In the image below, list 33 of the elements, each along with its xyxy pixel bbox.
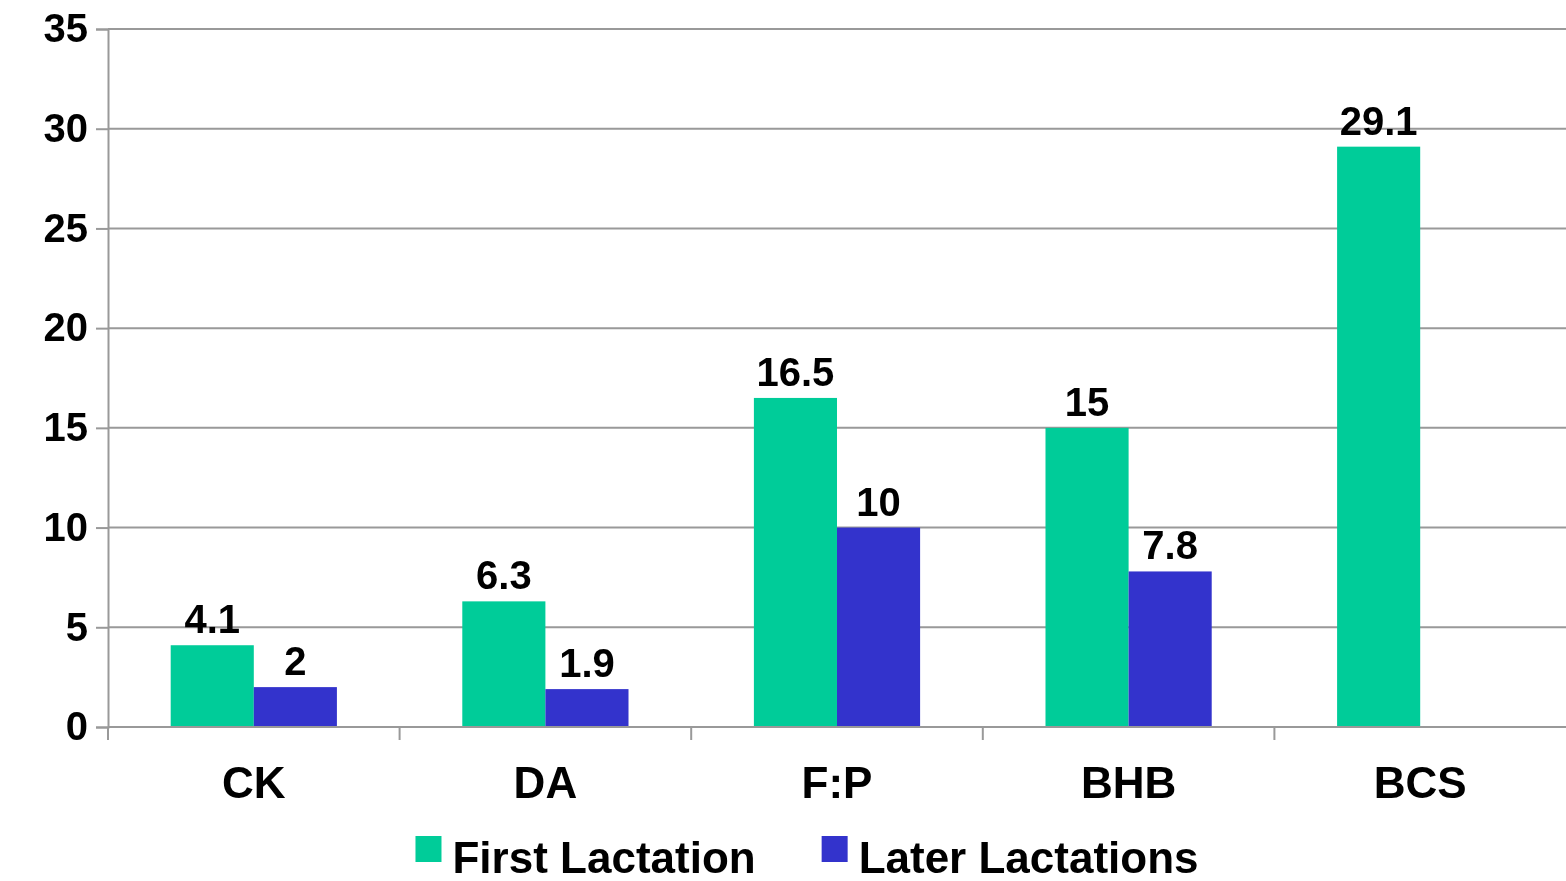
x-tick-label: BHB	[1080, 758, 1177, 807]
data-label: 10	[856, 479, 901, 524]
data-label: 15	[1064, 379, 1110, 424]
y-tick-label: 10	[43, 504, 88, 549]
bar	[1337, 146, 1421, 727]
data-label: 29.1	[1339, 98, 1418, 143]
y-tick-label: 25	[43, 205, 88, 250]
data-label: 2	[284, 639, 307, 684]
bar	[253, 687, 337, 727]
x-tick-label: F:P	[801, 758, 873, 807]
bar	[1128, 571, 1212, 727]
legend-label: First Lactation	[452, 833, 756, 881]
y-tick-label: 0	[65, 704, 88, 749]
bar	[545, 689, 629, 727]
bar	[837, 527, 921, 727]
y-tick-label: 15	[43, 405, 88, 450]
legend-label: Later Lactations	[858, 833, 1199, 881]
y-tick-label: 20	[43, 305, 88, 350]
bar	[1045, 427, 1129, 727]
data-label: 1.9	[559, 641, 615, 686]
x-tick-label: DA	[513, 758, 578, 807]
y-tick-label: 30	[43, 106, 88, 151]
x-tick-label: BCS	[1373, 758, 1467, 807]
bar	[170, 645, 254, 727]
bar	[753, 397, 837, 727]
data-label: 7.8	[1142, 523, 1198, 568]
data-label: 4.1	[184, 597, 241, 642]
data-label: 6.3	[476, 553, 532, 598]
x-tick-label: CK	[222, 758, 286, 807]
bar	[462, 601, 546, 727]
data-label: 16.5	[756, 349, 835, 394]
y-tick-label: 5	[65, 604, 88, 649]
y-tick-label: 35	[43, 6, 88, 51]
